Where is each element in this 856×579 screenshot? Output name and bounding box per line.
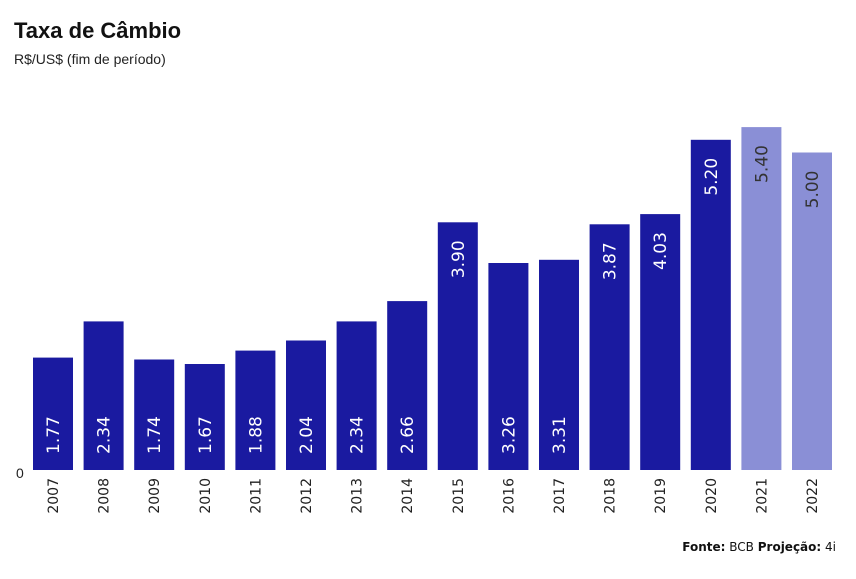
x-tick-2011: 2011 bbox=[248, 478, 264, 514]
value-label-2007: 1.77 bbox=[44, 416, 64, 454]
bar-2022 bbox=[792, 152, 832, 470]
value-label-2020: 5.20 bbox=[702, 158, 722, 196]
projection-value: 4i bbox=[825, 540, 836, 554]
bar-2021 bbox=[741, 127, 782, 470]
value-label-2014: 2.66 bbox=[398, 416, 418, 454]
bar-2018 bbox=[589, 224, 630, 470]
value-label-2017: 3.31 bbox=[550, 416, 570, 454]
bar-2014 bbox=[387, 301, 428, 470]
bar-2016 bbox=[488, 263, 529, 470]
bar-2013 bbox=[336, 321, 377, 470]
value-label-2022: 5.00 bbox=[803, 171, 823, 209]
value-label-2011: 1.88 bbox=[246, 416, 266, 454]
value-label-2021: 5.40 bbox=[752, 145, 772, 183]
bar-2015 bbox=[437, 222, 478, 470]
y-tick-label: 0 bbox=[16, 465, 24, 481]
bar-2020 bbox=[690, 139, 731, 471]
value-label-2009: 1.74 bbox=[145, 416, 165, 454]
chart-subtitle: R$/US$ (fim de período) bbox=[14, 51, 166, 67]
bar-2007 bbox=[33, 357, 73, 470]
x-tick-2010: 2010 bbox=[198, 478, 214, 514]
x-tick-2022: 2022 bbox=[805, 478, 821, 514]
x-tick-2018: 2018 bbox=[603, 478, 619, 514]
x-tick-2017: 2017 bbox=[552, 478, 568, 514]
bar-2010 bbox=[184, 364, 225, 470]
value-label-2018: 3.87 bbox=[601, 242, 621, 280]
x-tick-2007: 2007 bbox=[46, 478, 62, 514]
x-tick-2014: 2014 bbox=[400, 478, 416, 514]
value-label-2019: 4.03 bbox=[651, 232, 671, 270]
projection-label: Projeção: bbox=[757, 540, 822, 554]
bar-2009 bbox=[134, 359, 175, 470]
x-tick-2019: 2019 bbox=[653, 478, 669, 514]
value-labels-group: 1.77 2.34 1.74 1.67 1.88 2.04 2.34 2.66 3.90 3.26… bbox=[44, 145, 823, 454]
chart-title: Taxa de Câmbio bbox=[14, 18, 182, 43]
x-tick-2021: 2021 bbox=[754, 478, 770, 514]
x-tick-2016: 2016 bbox=[501, 478, 517, 514]
bars-group bbox=[33, 127, 832, 471]
x-tick-2020: 2020 bbox=[704, 478, 720, 514]
x-axis-ticks: 2007 2008 2009 2010 2011 2012 2013 2014 2015 2016… bbox=[46, 478, 821, 514]
bar-2012 bbox=[286, 340, 326, 470]
source-label: Fonte: bbox=[682, 540, 726, 554]
bar-2017 bbox=[539, 259, 579, 470]
bar-2011 bbox=[235, 350, 276, 470]
x-tick-2008: 2008 bbox=[97, 478, 113, 514]
x-tick-2012: 2012 bbox=[299, 478, 315, 514]
value-label-2010: 1.67 bbox=[196, 416, 216, 454]
source-value: BCB bbox=[729, 540, 754, 554]
bar-2019 bbox=[640, 214, 681, 470]
x-tick-2009: 2009 bbox=[147, 478, 163, 514]
bar-2008 bbox=[83, 321, 124, 470]
value-label-2016: 3.26 bbox=[499, 416, 519, 454]
x-tick-2015: 2015 bbox=[451, 478, 467, 514]
value-label-2008: 2.34 bbox=[95, 416, 115, 454]
value-label-2012: 2.04 bbox=[297, 416, 317, 454]
x-tick-2013: 2013 bbox=[350, 478, 366, 514]
value-label-2015: 3.90 bbox=[449, 240, 469, 278]
source-note: Fonte: BCB Projeção: 4i bbox=[682, 540, 836, 554]
value-label-2013: 2.34 bbox=[348, 416, 368, 454]
